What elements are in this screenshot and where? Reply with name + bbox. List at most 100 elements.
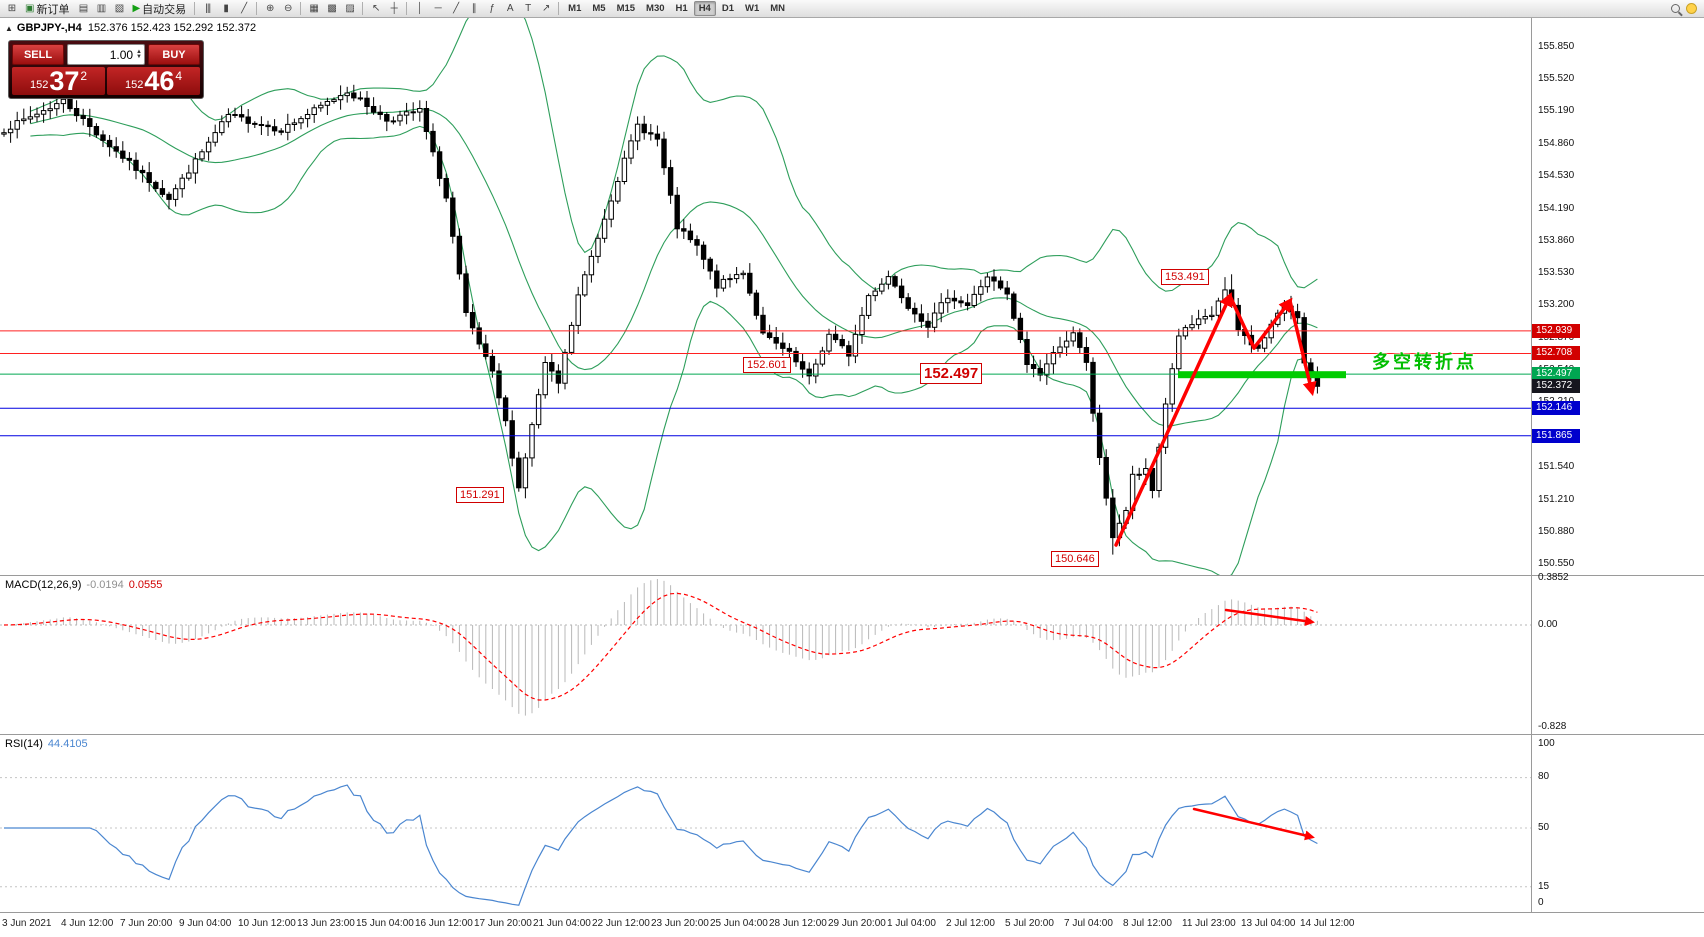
macd-main-value: -0.0194 — [86, 579, 124, 591]
price-tag: 150.646 — [1051, 551, 1099, 567]
time-axis-label: 9 Jun 04:00 — [179, 918, 232, 929]
toolbar-separator — [300, 2, 302, 15]
volume-down-button[interactable]: ▼ — [136, 53, 142, 60]
text-label-button[interactable]: T — [519, 1, 536, 17]
macd-axis-label: 0.3852 — [1538, 572, 1569, 583]
sell-price-pips: 37 — [49, 66, 80, 96]
equidistant-channel-button[interactable]: ∥ — [465, 1, 482, 17]
cursor-icon: ↖ — [371, 2, 380, 14]
chart-profiles-button[interactable]: ▤ — [74, 1, 91, 17]
trendline-icon: ╱ — [453, 2, 459, 14]
time-axis-label: 17 Jun 20:00 — [474, 918, 532, 929]
community-icon[interactable] — [1686, 3, 1697, 14]
zoom-in-button[interactable]: ⊕ — [261, 1, 278, 17]
macd-histogram — [10, 579, 1318, 716]
time-axis[interactable]: 3 Jun 2021 4 Jun 12:00 7 Jun 20:00 9 Jun 04… — [0, 912, 1704, 937]
time-axis-label: 14 Jul 12:00 — [1300, 918, 1355, 929]
text-icon: A — [506, 2, 514, 14]
bar-chart-button[interactable]: ||| — [199, 1, 216, 17]
volume-field[interactable]: 1.00 ▲ ▼ — [67, 44, 145, 65]
toolbar-separator — [406, 2, 408, 15]
timeframe-w1-button[interactable]: W1 — [740, 1, 764, 16]
macd-chart[interactable] — [0, 576, 1532, 734]
horizontal-level-lines — [0, 330, 1532, 437]
navigator-button[interactable]: ▧ — [110, 1, 127, 17]
timeframe-h1-button[interactable]: H1 — [671, 1, 693, 16]
rsi-chart[interactable] — [0, 735, 1532, 912]
new-order-icon: ▣ — [25, 2, 35, 14]
price-axis-label: 150.880 — [1538, 526, 1575, 537]
time-axis-label: 7 Jun 20:00 — [120, 918, 173, 929]
macd-panel: MACD(12,26,9) -0.0194 0.0555 — [0, 575, 1704, 734]
one-click-trading-panel: SELL 1.00 ▲ ▼ BUY 152 37 2 152 46 4 — [8, 40, 204, 99]
toolbar-separator — [558, 2, 560, 15]
rsi-axis-label: 50 — [1538, 822, 1550, 833]
price-axis-border — [1531, 18, 1532, 912]
buy-button[interactable]: BUY — [148, 44, 200, 65]
rsi-axis-label: 80 — [1538, 771, 1550, 782]
trade-panel-quotes: 152 37 2 152 46 4 — [12, 67, 200, 95]
timeframe-m1-button[interactable]: M1 — [563, 1, 586, 16]
text-button[interactable]: A — [501, 1, 518, 17]
price-axis-label: 155.850 — [1538, 41, 1575, 52]
time-axis-label: 3 Jun 2021 — [2, 918, 52, 929]
line-chart-button[interactable]: ╱ — [235, 1, 252, 17]
pivot-price-badge: 152.497 — [1532, 367, 1580, 381]
candlestick-chart[interactable] — [0, 18, 1532, 575]
timeframe-mn-button[interactable]: MN — [765, 1, 790, 16]
candles — [1, 84, 1321, 555]
time-axis-label: 15 Jun 04:00 — [356, 918, 414, 929]
macd-axis-label: 0.00 — [1538, 619, 1558, 630]
timeframe-m5-button[interactable]: M5 — [587, 1, 610, 16]
toolbar-buttons: ⊞ ▣ 新订单 ▤ ▥ ▧ ▶ 自动交易 ||| ▮ ╱ ⊕ ⊖ ▦ ▩ ▨ ↖ ┼ │ ─ ╱ ∥ ƒ A T ↗ M1 M5 M15… — [3, 1, 790, 17]
zoom-out-icon: ⊖ — [283, 2, 292, 14]
fibonacci-button[interactable]: ƒ — [483, 1, 500, 17]
rsi-label: RSI(14) 44.4105 — [5, 738, 88, 750]
rsi-value: 44.4105 — [47, 738, 88, 750]
horizontal-line-button[interactable]: ─ — [429, 1, 446, 17]
auto-arrange-button[interactable]: ▨ — [341, 1, 358, 17]
buy-price-pips: 46 — [144, 66, 175, 96]
volume-up-button[interactable]: ▲ — [136, 48, 142, 55]
new-chart-button[interactable]: ⊞ — [3, 1, 20, 17]
arrows-button[interactable]: ↗ — [537, 1, 554, 17]
candlestick-chart-button[interactable]: ▮ — [217, 1, 234, 17]
market-watch-button[interactable]: ▥ — [92, 1, 109, 17]
auto-trading-button[interactable]: ▶ 自动交易 — [128, 1, 190, 17]
sell-button[interactable]: SELL — [12, 44, 64, 65]
new-order-button[interactable]: ▣ 新订单 — [21, 1, 73, 17]
cascade-windows-button[interactable]: ▩ — [323, 1, 340, 17]
time-axis-label: 16 Jun 12:00 — [415, 918, 473, 929]
rsi-axis-label: 100 — [1538, 738, 1555, 749]
price-axis-label: 155.190 — [1538, 105, 1575, 116]
current-price-badge: 152.372 — [1532, 379, 1580, 393]
price-axis-label: 151.540 — [1538, 461, 1575, 472]
timeframe-m15-button[interactable]: M15 — [612, 1, 640, 16]
new-chart-icon: ⊞ — [7, 2, 16, 14]
chart-title: GBPJPY-,H4 152.376 152.423 152.292 152.3… — [5, 22, 256, 34]
volume-spinner: ▲ ▼ — [136, 48, 142, 60]
time-axis-label: 4 Jun 12:00 — [61, 918, 114, 929]
rsi-panel: RSI(14) 44.4105 — [0, 734, 1704, 912]
tile-windows-button[interactable]: ▦ — [305, 1, 322, 17]
volume-value[interactable]: 1.00 — [109, 47, 134, 62]
cursor-button[interactable]: ↖ — [367, 1, 384, 17]
rsi-name: RSI(14) — [5, 738, 43, 750]
timeframe-d1-button[interactable]: D1 — [717, 1, 739, 16]
toolbar-button-label: 自动交易 — [142, 3, 187, 16]
rsi-axis-label: 0 — [1538, 897, 1544, 908]
zoom-out-button[interactable]: ⊖ — [279, 1, 296, 17]
trendline-button[interactable]: ╱ — [447, 1, 464, 17]
auto-trading-icon: ▶ — [132, 2, 140, 14]
price-axis-label: 153.860 — [1538, 235, 1575, 246]
vertical-line-button[interactable]: │ — [411, 1, 428, 17]
search-icon[interactable] — [1671, 4, 1680, 13]
price-tag: 152.497 — [920, 363, 983, 384]
timeframe-h4-button[interactable]: H4 — [693, 1, 716, 16]
support-price-badge: 151.865 — [1532, 429, 1580, 443]
toolbar-right — [1671, 3, 1701, 14]
toolbar-separator — [256, 2, 258, 15]
crosshair-button[interactable]: ┼ — [385, 1, 402, 17]
timeframe-m30-button[interactable]: M30 — [641, 1, 669, 16]
